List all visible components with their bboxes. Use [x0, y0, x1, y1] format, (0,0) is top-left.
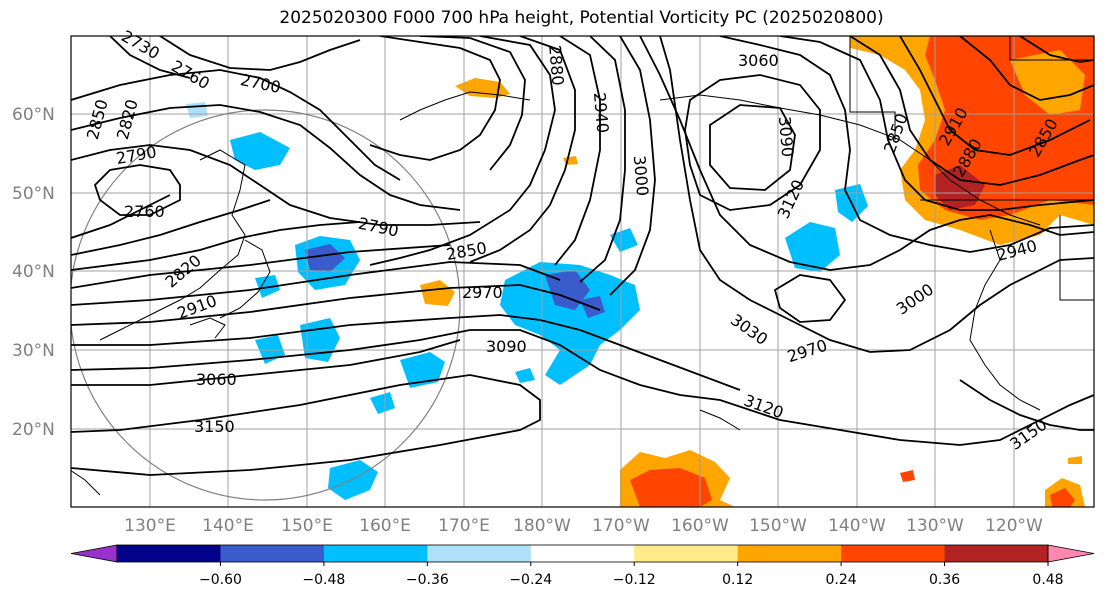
map-frame — [70, 35, 1095, 508]
contour-label: 3150 — [194, 417, 235, 436]
colorbar-extend-low — [70, 544, 118, 563]
colorbar-tick-label: 0.24 — [826, 572, 857, 588]
lon-label: 130°W — [906, 516, 964, 536]
coastlines — [71, 36, 1094, 496]
height-contours — [71, 36, 1094, 476]
latitude-labels: 60°N 50°N 40°N 30°N 20°N — [12, 105, 55, 440]
contour-label: 2940 — [590, 92, 612, 134]
contour-label: 3060 — [738, 51, 779, 70]
lon-label: 170°E — [438, 516, 490, 536]
colorbar — [70, 544, 1095, 563]
lon-label: 170°W — [592, 516, 650, 536]
contour-label: 2970 — [462, 283, 503, 302]
lon-label: 150°E — [281, 516, 333, 536]
longitude-labels: 130°E 140°E 150°E 160°E 170°E 180°W 170°… — [124, 516, 1043, 536]
colorbar-segment — [427, 545, 532, 562]
lon-label: 120°W — [985, 516, 1043, 536]
colorbar-segment — [634, 545, 739, 562]
lat-label: 50°N — [12, 184, 55, 204]
contour-label: 3090 — [486, 337, 527, 356]
colorbar-segment — [841, 545, 946, 562]
lat-label: 60°N — [12, 105, 55, 125]
colorbar-tick-label: 0.36 — [929, 572, 960, 588]
colorbar-extend-high — [1047, 544, 1095, 563]
lon-label: 140°W — [828, 516, 886, 536]
colorbar-ticks: −0.60 −0.48 −0.36 −0.24 −0.12 0.12 0.24 0.36 0.4… — [199, 562, 1064, 588]
lat-lon-grid — [71, 36, 1094, 507]
colorbar-frame — [116, 544, 1049, 563]
colorbar-tick-label: −0.48 — [302, 572, 345, 588]
lat-label: 20°N — [12, 420, 55, 440]
lon-label: 180°W — [513, 516, 571, 536]
colorbar-tick-label: −0.36 — [406, 572, 449, 588]
colorbar-segment — [530, 545, 635, 562]
lat-label: 30°N — [12, 341, 55, 361]
colorbar-tick-label: −0.24 — [509, 572, 552, 588]
colorbar-tick-label: 0.48 — [1032, 572, 1063, 588]
map-title: 2025020300 F000 700 hPa height, Potentia… — [279, 8, 884, 28]
range-circle — [71, 109, 461, 501]
colorbar-tick-label: 0.12 — [722, 572, 753, 588]
contour-label: 2760 — [124, 202, 165, 221]
colorbar-tick-label: −0.12 — [613, 572, 656, 588]
colorbar-segment — [323, 545, 428, 562]
pv-positive-south — [420, 78, 1085, 507]
lon-label: 130°E — [124, 516, 176, 536]
lon-label: 160°W — [671, 516, 729, 536]
contour-label: 2880 — [545, 44, 567, 86]
colorbar-tick-label: −0.60 — [199, 572, 242, 588]
colorbar-segment — [944, 545, 1049, 562]
colorbar-segment — [117, 545, 221, 562]
colorbar-segment — [737, 545, 842, 562]
lon-label: 150°W — [749, 516, 807, 536]
lon-label: 140°E — [202, 516, 254, 536]
contour-label: 3000 — [630, 155, 652, 197]
contour-label: 3090 — [775, 116, 797, 158]
lon-label: 160°E — [359, 516, 411, 536]
contour-label: 3060 — [196, 370, 237, 389]
lat-label: 40°N — [12, 262, 55, 282]
colorbar-segment — [220, 545, 325, 562]
